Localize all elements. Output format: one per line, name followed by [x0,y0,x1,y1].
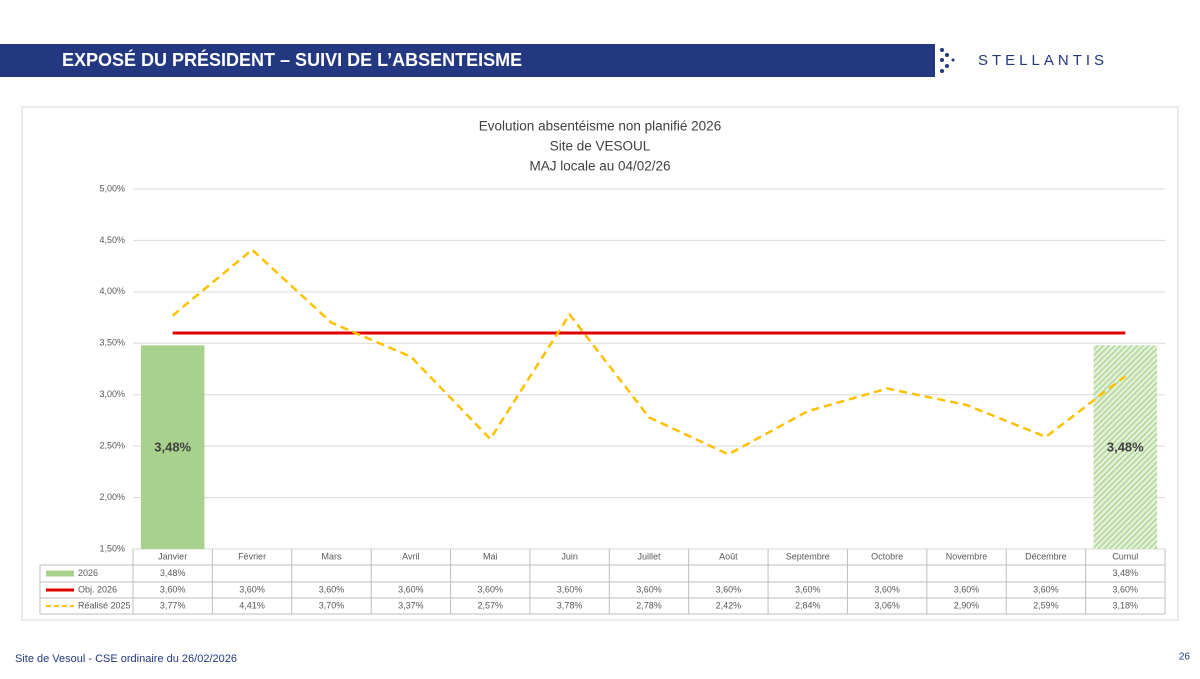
table-cell: 2,42% [716,600,742,610]
header-bar [0,44,935,77]
table-cell: 3,06% [874,600,900,610]
page-number: 26 [1179,652,1191,663]
header-title: EXPOSÉ DU PRÉSIDENT – SUIVI DE L’ABSENTE… [62,49,522,70]
x-tick-label: Décembre [1025,551,1067,561]
table-cell: 3,60% [1113,584,1139,594]
table-cell: 3,60% [398,584,424,594]
y-tick-label: 3,50% [99,338,125,348]
table-cell: 3,60% [477,584,503,594]
x-tick-label: Octobre [871,551,903,561]
x-tick-label: Mai [483,551,498,561]
logo: STELLANTIS [978,52,1108,69]
y-tick-label: 2,00% [99,492,125,502]
y-tick-label: 4,50% [99,235,125,245]
legend-label: Réalisé 2025 [78,600,131,610]
table-cell: 3,60% [636,584,662,594]
y-tick-label: 4,00% [99,286,125,296]
y-tick-label: 1,50% [99,543,125,553]
table-cell: 3,77% [160,600,186,610]
table-cell: 3,60% [874,584,900,594]
table-cell: 3,60% [160,584,186,594]
table-cell: 3,60% [319,584,345,594]
chart-frame [21,106,1179,621]
logo-dots [940,48,955,73]
table-cell: 4,41% [239,600,265,610]
table-cell: 3,60% [795,584,821,594]
bar [140,345,205,549]
y-tick-label: 5,00% [99,183,125,193]
chart-title: Evolution absentéisme non planifié 2026 [479,119,721,134]
x-tick-label: Janvier [158,551,187,561]
table-cell: 3,60% [954,584,980,594]
x-tick-label: Cumul [1112,551,1138,561]
table-cell: 3,60% [557,584,583,594]
x-tick-label: Août [719,551,738,561]
table-cell: 3,37% [398,600,424,610]
data-label: 3,48% [154,440,191,455]
legend-label: 2026 [78,568,98,578]
x-tick-label: Mars [321,551,341,561]
table-cell: 2,57% [477,600,503,610]
series-line [171,248,1127,456]
table-cell: 3,60% [239,584,265,594]
legend-swatch [46,570,74,577]
chart-subtitle: MAJ locale au 04/02/26 [529,159,670,174]
data-label: 3,48% [1107,440,1144,455]
table-cell: 3,78% [557,600,583,610]
table-cell: 3,70% [319,600,345,610]
x-tick-label: Septembre [786,551,830,561]
table-cell: 3,60% [1033,584,1059,594]
y-tick-label: 3,00% [99,389,125,399]
table-cell: 2,59% [1033,600,1059,610]
table-cell: 2,90% [954,600,980,610]
bar [1093,345,1158,549]
table-cell: 3,60% [716,584,742,594]
chart-subtitle: Site de VESOUL [550,139,651,154]
table-cell: 3,48% [1113,568,1139,578]
x-tick-label: Février [238,551,266,561]
table-cell: 3,18% [1113,600,1139,610]
x-tick-label: Juin [561,551,578,561]
x-tick-label: Avril [402,551,419,561]
x-tick-label: Juillet [637,551,661,561]
table-cell: 2,78% [636,600,662,610]
x-tick-label: Novembre [946,551,988,561]
footer-text: Site de Vesoul - CSE ordinaire du 26/02/… [15,653,237,665]
table-cell: 2,84% [795,600,821,610]
y-tick-label: 2,50% [99,441,125,451]
table-cell: 3,48% [160,568,186,578]
legend-label: Obj. 2026 [78,584,117,594]
